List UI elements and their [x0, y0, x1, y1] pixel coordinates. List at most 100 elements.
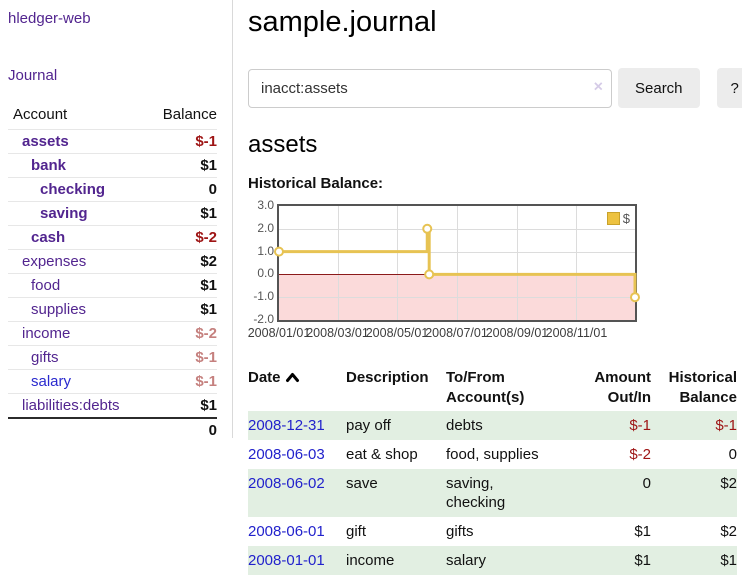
account-balance: $1 [200, 301, 217, 318]
transactions-rows: 2008-12-31 pay off debts $-1 $-1 2008-06-03 ea… [248, 411, 737, 575]
account-row: checking 0 [8, 177, 217, 201]
amount-column-header: Amount Out/In [594, 369, 651, 406]
transaction-description: gift [346, 523, 367, 540]
transaction-date-link[interactable]: 2008-06-03 [248, 446, 325, 463]
account-row: assets $-1 [8, 129, 217, 153]
transaction-accounts: saving, checking [446, 469, 576, 517]
search-input-wrap: × [248, 68, 612, 108]
account-heading: assets [248, 131, 318, 158]
gridline-horizontal [279, 228, 635, 230]
clear-search-icon[interactable]: × [593, 78, 603, 96]
account-balance: $2 [200, 253, 217, 270]
account-balance: $1 [200, 205, 217, 222]
search-button[interactable]: Search [618, 68, 700, 108]
transaction-date-link[interactable]: 2008-06-02 [248, 475, 325, 492]
legend-swatch [606, 212, 620, 225]
chart-plot: $ [274, 204, 640, 322]
account-row: cash $-2 [8, 225, 217, 249]
help-button[interactable]: ? [716, 68, 742, 108]
account-link-saving[interactable]: saving [40, 205, 88, 222]
transaction-amount: $1 [634, 523, 651, 540]
balance-column-header-main: Historical Balance [668, 369, 737, 406]
page-title: sample.journal [248, 6, 437, 38]
transaction-accounts: salary [446, 546, 576, 575]
y-axis-tick-label: 0.0 [257, 266, 274, 281]
accounts-column-header: To/From Account(s) [446, 369, 525, 406]
description-column-header: Description [346, 369, 429, 386]
account-link-checking[interactable]: checking [40, 181, 106, 198]
transaction-date-link[interactable]: 2008-12-31 [248, 417, 325, 434]
app-title-link[interactable]: hledger-web [8, 10, 91, 27]
transactions-header-row: Date Description To/From Account(s) Amou… [248, 366, 737, 411]
accounts-total-row: 0 [8, 417, 217, 442]
x-axis-tick-label: 2008/01/01 [247, 326, 311, 340]
x-axis-tick-label: 2008/07/01 [425, 326, 488, 340]
account-balance: $1 [200, 397, 217, 414]
account-link-food[interactable]: food [31, 277, 61, 294]
balance-line-series [274, 223, 640, 303]
transaction-accounts: food, supplies [446, 446, 539, 463]
transaction-date-link[interactable]: 2008-06-01 [248, 523, 325, 540]
x-axis-tick-label: 2008/09/01 [485, 326, 549, 340]
y-axis-tick-label: -2.0 [253, 312, 274, 326]
account-balance: $-2 [195, 325, 217, 342]
gridline-vertical [456, 206, 458, 320]
data-point-marker [630, 292, 640, 303]
account-link-assets[interactable]: assets [22, 133, 69, 150]
search-form: × Search ? [248, 68, 742, 108]
data-point-marker [274, 246, 284, 257]
x-axis-tick-label: 2008/11/01 [545, 326, 608, 340]
transaction-row: 2008-06-01 gift gifts $1 $2 [248, 517, 737, 546]
account-row: food $1 [8, 273, 217, 297]
transaction-date-link[interactable]: 2008-01-01 [248, 552, 325, 569]
x-axis-tick-label: 2008/05/01 [365, 326, 429, 340]
transaction-row: 2008-12-31 pay off debts $-1 $-1 [248, 411, 737, 440]
account-row: gifts $-1 [8, 345, 217, 369]
legend-label: $ [622, 211, 630, 226]
data-point-marker [424, 269, 435, 280]
account-row: supplies $1 [8, 297, 217, 321]
transaction-balance: $1 [651, 546, 737, 575]
search-input[interactable] [248, 68, 612, 108]
transaction-accounts: debts [446, 411, 576, 440]
accounts-total-value: 0 [208, 422, 217, 439]
transaction-accounts: gifts [446, 523, 474, 540]
transaction-description: save [346, 469, 446, 517]
accounts-table: Account Balance assets $-1 bank $1 checking 0… [8, 104, 217, 442]
account-link-supplies[interactable]: supplies [31, 301, 87, 318]
transaction-balance: $2 [651, 469, 737, 517]
y-axis-tick-label: -1.0 [253, 289, 274, 304]
account-balance: 0 [208, 181, 217, 198]
account-link-cash[interactable]: cash [31, 229, 66, 246]
transaction-amount: $-1 [576, 411, 651, 440]
gridline-vertical [516, 206, 518, 320]
y-axis-tick-label: 1.0 [257, 243, 274, 258]
transaction-amount: 0 [576, 469, 651, 517]
sidebar: hledger-web Journal Account Balance asse… [0, 0, 233, 439]
gridline-horizontal [279, 297, 635, 299]
transaction-description: pay off [346, 411, 446, 440]
gridline-vertical [576, 206, 578, 320]
transaction-balance: $2 [720, 523, 737, 540]
sidebar-item-journal[interactable]: Journal [8, 67, 58, 84]
transaction-description: income [346, 546, 446, 575]
data-point-marker [422, 223, 433, 234]
account-balance: $-1 [195, 373, 217, 390]
gridline-horizontal [279, 251, 635, 253]
account-link-expenses[interactable]: expenses [22, 253, 87, 270]
transaction-row: 2008-06-03 eat & shop food, supplies $-2 0 [248, 440, 737, 469]
transactions-table: Date Description To/From Account(s) Amou… [248, 366, 737, 575]
account-row: saving $1 [8, 201, 217, 225]
account-link-bank[interactable]: bank [31, 157, 67, 174]
account-link-gifts[interactable]: gifts [31, 349, 59, 366]
account-row: liabilities:debts $1 [8, 393, 217, 417]
transaction-row: 2008-01-01 income salary $1 $1 [248, 546, 737, 575]
chart-legend: $ [606, 211, 630, 226]
account-link-liabilities-debts[interactable]: liabilities:debts [22, 397, 120, 414]
account-link-salary[interactable]: salary [31, 373, 72, 390]
account-link-income[interactable]: income [22, 325, 71, 342]
transaction-description: eat & shop [346, 446, 418, 463]
date-column-header[interactable]: Date [248, 366, 346, 411]
accounts-rows: assets $-1 bank $1 checking 0 saving $1 cash $-2 e… [8, 129, 217, 417]
